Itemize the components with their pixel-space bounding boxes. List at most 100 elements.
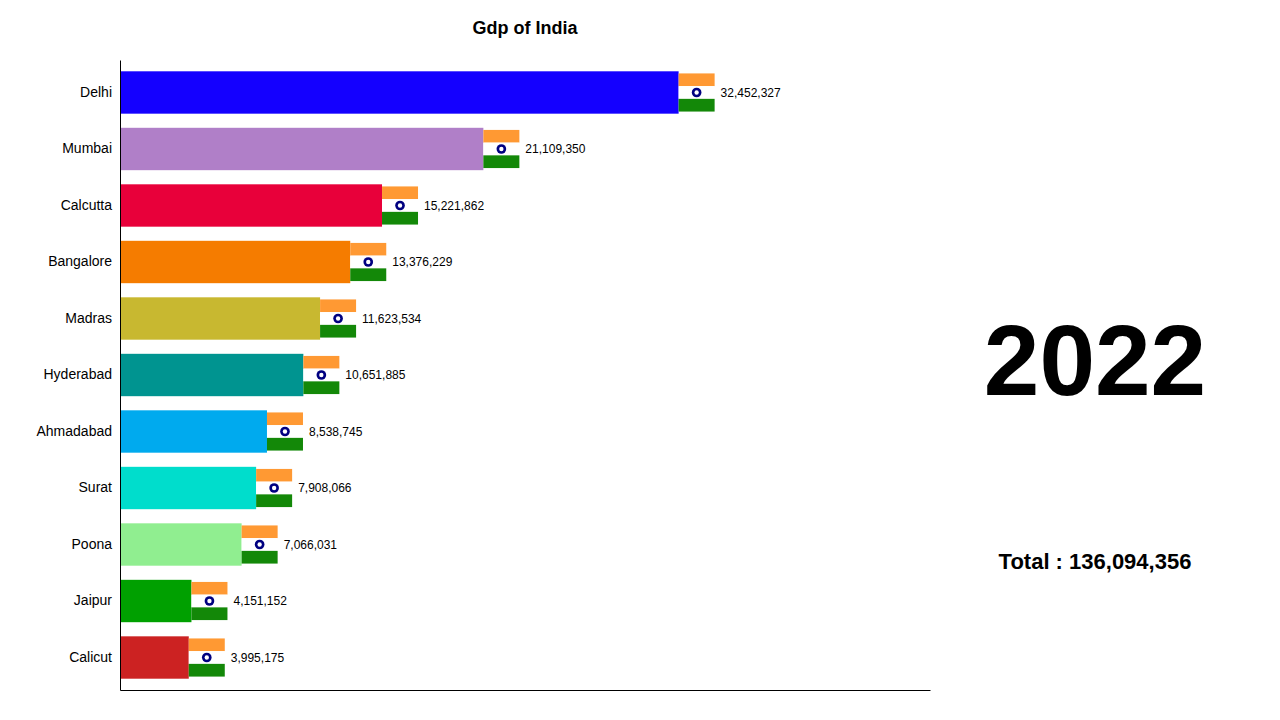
flag — [483, 130, 519, 168]
flag — [320, 299, 356, 337]
y-tick: Bangalore — [48, 253, 120, 269]
flag-green — [303, 381, 339, 394]
flag — [679, 73, 715, 111]
bar — [120, 636, 189, 678]
flag-chakra — [363, 257, 373, 267]
y-tick: Surat — [79, 479, 120, 495]
data-label: 32,452,327 — [721, 86, 781, 100]
flag-chakra — [280, 427, 290, 437]
y-tick-label: Mumbai — [62, 140, 112, 156]
flag — [382, 186, 418, 224]
flag-chakra — [395, 201, 405, 211]
flag-white — [242, 538, 278, 551]
flag-green — [256, 494, 292, 507]
flag-white — [267, 425, 303, 438]
flag-chakra — [255, 540, 265, 550]
bar — [120, 184, 382, 226]
y-tick-label: Delhi — [80, 84, 112, 100]
y-tick: Calcutta — [61, 197, 120, 213]
y-tick: Hyderabad — [44, 366, 121, 382]
flag-white — [350, 256, 386, 269]
y-tick: Calicut — [69, 649, 120, 665]
y-tick-label: Jaipur — [74, 592, 112, 608]
flag-white — [679, 86, 715, 99]
bar — [120, 128, 483, 170]
flag-saffron — [483, 130, 519, 143]
flag-chakra — [333, 314, 343, 324]
flag-saffron — [256, 469, 292, 482]
flag-white — [483, 143, 519, 156]
flag-white — [382, 199, 418, 212]
data-label: 21,109,350 — [525, 142, 585, 156]
flag-green — [679, 99, 715, 112]
y-tick-label: Calicut — [69, 649, 112, 665]
bars — [120, 71, 679, 678]
flag-chakra-center — [499, 147, 503, 151]
flag-green — [483, 155, 519, 168]
flag — [267, 412, 303, 450]
data-label: 4,151,152 — [233, 594, 287, 608]
flag-chakra-center — [336, 316, 340, 320]
flag-white — [256, 482, 292, 495]
flag-green — [320, 325, 356, 338]
flag-green — [382, 212, 418, 225]
y-tick: Delhi — [80, 84, 120, 100]
flag-green — [189, 664, 225, 677]
y-tick-label: Bangalore — [48, 253, 112, 269]
flag — [191, 582, 227, 620]
bar — [120, 523, 242, 565]
flag-chakra-center — [205, 655, 209, 659]
flag-chakra — [317, 370, 327, 380]
y-axis-line — [120, 61, 121, 691]
flag-chakra-center — [207, 599, 211, 603]
flag-white — [191, 595, 227, 608]
y-tick-label: Surat — [79, 479, 113, 495]
bar — [120, 297, 320, 339]
bar — [120, 410, 267, 452]
data-labels: 32,452,32721,109,35015,221,86213,376,229… — [231, 86, 781, 665]
y-tick-label: Calcutta — [61, 197, 113, 213]
data-label: 7,066,031 — [284, 538, 338, 552]
y-tick-label: Madras — [65, 310, 112, 326]
plot: Delhi Mumbai Calcutta Bangalore Madras Hydera… — [36, 61, 930, 691]
title: Gdp of India — [473, 18, 579, 38]
bar — [120, 71, 679, 113]
flag-chakra — [205, 596, 215, 606]
flags — [189, 73, 715, 676]
data-label: 11,623,534 — [362, 312, 421, 326]
data-label: 13,376,229 — [392, 255, 452, 269]
flag-white — [189, 651, 225, 664]
flag-saffron — [189, 638, 225, 651]
flag — [242, 525, 278, 563]
annotation-total: Total : 136,094,356 — [999, 549, 1192, 574]
data-label: 3,995,175 — [231, 651, 285, 665]
flag — [256, 469, 292, 507]
data-label: 8,538,745 — [309, 425, 363, 439]
y-tick: Poona — [72, 536, 120, 552]
flag-saffron — [191, 582, 227, 595]
data-label: 7,908,066 — [298, 481, 352, 495]
flag-saffron — [303, 356, 339, 369]
flag-chakra — [692, 88, 702, 98]
flag-chakra-center — [257, 542, 261, 546]
y-tick: Ahmadabad — [36, 423, 120, 439]
flag-chakra-center — [283, 429, 287, 433]
data-label: 10,651,885 — [345, 368, 405, 382]
y-tick-label: Hyderabad — [44, 366, 113, 382]
flag-saffron — [267, 412, 303, 425]
flag-saffron — [320, 299, 356, 312]
y-tick: Mumbai — [62, 140, 120, 156]
flag-chakra — [497, 144, 507, 154]
bar — [120, 241, 350, 283]
x-axis — [121, 690, 931, 691]
flag-chakra-center — [694, 90, 698, 94]
flag-saffron — [679, 73, 715, 86]
flag-saffron — [350, 243, 386, 256]
flag-chakra-center — [398, 203, 402, 207]
flag-green — [267, 438, 303, 451]
flag — [189, 638, 225, 676]
x-axis-line — [121, 690, 931, 691]
flag-green — [242, 551, 278, 564]
flag-white — [303, 369, 339, 382]
annotation-year: 2022 — [984, 304, 1206, 416]
